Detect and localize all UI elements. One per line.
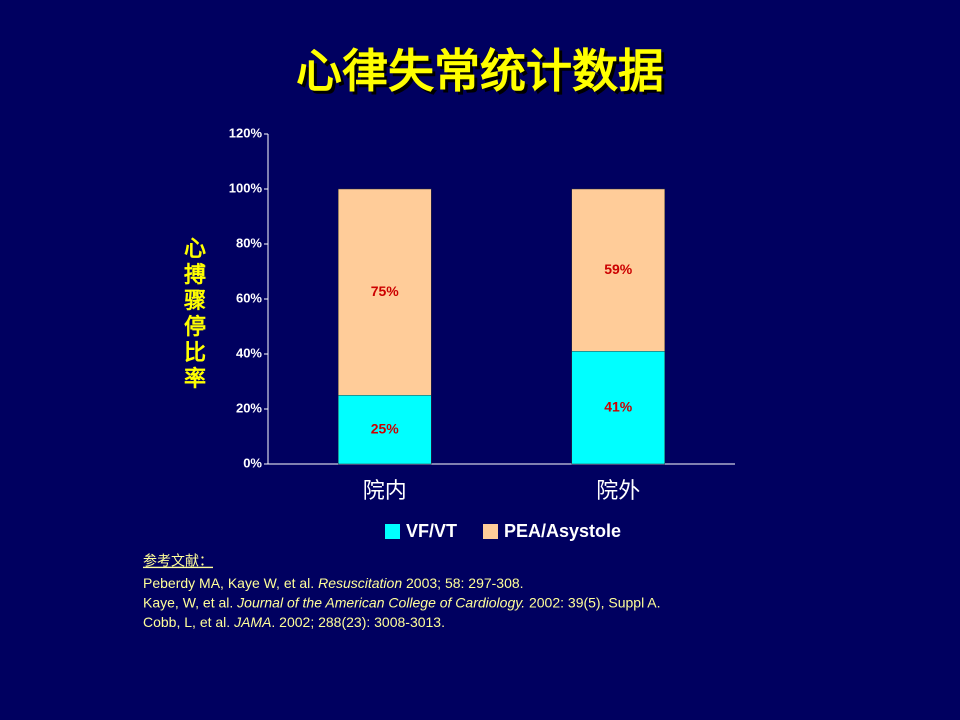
data-label: 25% bbox=[371, 420, 400, 436]
reference-segment: Cobb, L, et al. bbox=[143, 614, 234, 630]
legend-label: PEA/Asystole bbox=[504, 521, 621, 541]
reference-segment: Peberdy MA, Kaye W, et al. bbox=[143, 575, 318, 591]
title-shadow: 心律失常统计数据 bbox=[299, 48, 667, 100]
reference-segment: 2002: 39(5), Suppl A. bbox=[525, 594, 660, 610]
bar-segment bbox=[338, 188, 432, 396]
y-tick-label: 40% bbox=[236, 345, 262, 360]
reference-segment: JAMA bbox=[233, 614, 271, 630]
x-tick-label: 院内 bbox=[363, 478, 407, 503]
y-tick-label: 0% bbox=[243, 455, 262, 470]
reference-segment: Journal of the American College of Cardi… bbox=[236, 594, 525, 610]
chart-title: 心律失常统计数据 bbox=[296, 45, 664, 97]
data-label: 75% bbox=[371, 283, 400, 299]
y-tick-label: 120% bbox=[229, 125, 263, 140]
bar-segment bbox=[571, 188, 665, 352]
legend-swatch bbox=[385, 524, 400, 539]
reference-segment: Kaye, W, et al. bbox=[143, 594, 237, 610]
y-tick-label: 100% bbox=[229, 180, 263, 195]
bar-segment bbox=[338, 395, 432, 465]
data-label: 59% bbox=[604, 261, 633, 277]
legend-swatch bbox=[483, 524, 498, 539]
data-label: 41% bbox=[604, 398, 633, 414]
x-tick-label: 院外 bbox=[596, 478, 640, 503]
y-tick-label: 80% bbox=[236, 235, 262, 250]
y-axis-label: 心搏骤停比率 bbox=[184, 236, 206, 391]
references-heading: 参考文献： bbox=[143, 553, 213, 569]
reference-line: Kaye, W, et al. Journal of the American … bbox=[143, 594, 661, 610]
legend-label: VF/VT bbox=[406, 521, 457, 541]
y-tick-label: 60% bbox=[236, 290, 262, 305]
reference-line: Peberdy MA, Kaye W, et al. Resuscitation… bbox=[143, 575, 524, 591]
y-tick-label: 20% bbox=[236, 400, 262, 415]
reference-segment: 2003; 58: 297-308. bbox=[402, 575, 523, 591]
reference-segment: Resuscitation bbox=[318, 575, 402, 591]
reference-line: Cobb, L, et al. JAMA. 2002; 288(23): 300… bbox=[143, 614, 445, 630]
reference-segment: . 2002; 288(23): 3008-3013. bbox=[271, 614, 445, 630]
